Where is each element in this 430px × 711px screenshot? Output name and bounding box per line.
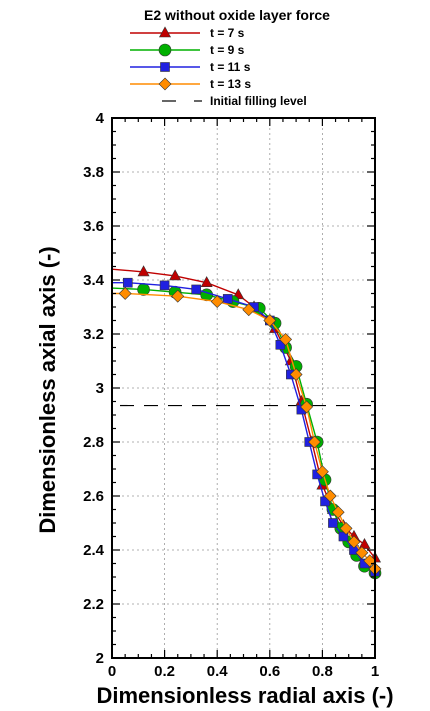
series-3-point-8	[300, 400, 314, 414]
y-tick-label-6: 3.2	[83, 326, 104, 343]
series-3-point-3	[210, 295, 224, 309]
series-2-point-1	[122, 277, 133, 288]
y-tick-label-4: 2.8	[83, 434, 104, 451]
series-3-point-2	[171, 289, 185, 303]
series-3-point-4	[242, 303, 256, 317]
legend-label-0: t = 7 s	[210, 26, 245, 40]
series-3-point-7	[289, 368, 303, 381]
y-axis-label: Dimensionless axial axis (-)	[35, 246, 60, 533]
series-3-point-6	[279, 332, 293, 346]
x-tick-label-2: 0.4	[207, 663, 229, 680]
y-tick-label-8: 3.6	[83, 218, 104, 235]
series-3-point-15	[355, 546, 369, 560]
legend-item-0: t = 7 s	[130, 26, 245, 40]
series-2-point-3	[191, 284, 201, 295]
series-2	[112, 277, 380, 577]
series-3-point-10	[315, 465, 329, 479]
x-tick-label-5: 1	[371, 663, 379, 680]
series-2-point-2	[159, 280, 170, 291]
y-tick-label-10: 4	[96, 110, 105, 127]
series-3-point-11	[323, 489, 337, 503]
series-0-point-1	[137, 265, 150, 277]
legend-label-3: t = 13 s	[210, 77, 251, 91]
y-tick-label-9: 3.8	[83, 164, 104, 181]
legend-swatch-marker-2	[160, 62, 170, 72]
series-layer	[111, 265, 382, 580]
x-tick-label-1: 0.2	[154, 663, 175, 680]
series-3-point-12	[331, 505, 345, 519]
series-3	[112, 287, 382, 576]
tick-labels: 0 0.2 0.4 0.6 0.8 1 2 2.2 2.4 2.6 2.8 3 3.2 3.4 3.6 3.8…	[83, 110, 379, 680]
series-2-point-13	[328, 518, 338, 528]
legend-item-2: t = 11 s	[130, 60, 251, 74]
legend-swatch-marker-0	[158, 26, 172, 38]
y-tick-label-5: 3	[96, 380, 104, 397]
y-tick-label-1: 2.2	[83, 596, 104, 613]
chart-title: E2 without oxide layer force	[144, 7, 330, 23]
y-tick-label-2: 2.4	[83, 542, 105, 559]
x-axis-label: Dimensionless radial axis (-)	[96, 683, 393, 708]
x-tick-label-4: 0.8	[312, 663, 333, 680]
legend-label-4: Initial filling level	[210, 94, 307, 108]
axis-ticks	[111, 117, 376, 659]
series-0-point-3	[200, 276, 213, 288]
y-tick-label-0: 2	[96, 650, 104, 667]
x-tick-label-0: 0	[108, 663, 116, 680]
legend-swatch-marker-1	[158, 43, 172, 57]
legend-item-3: t = 13 s	[130, 77, 251, 91]
legend-item-1: t = 9 s	[130, 43, 245, 57]
legend-label-1: t = 9 s	[210, 43, 245, 57]
legend-swatch-marker-3	[158, 77, 172, 91]
series-0-point-2	[169, 269, 182, 281]
series-3-point-13	[339, 521, 353, 535]
series-3-point-5	[263, 314, 277, 327]
series-0-point-14	[358, 537, 371, 549]
series-3-point-1	[118, 287, 132, 300]
legend-item-4: Initial filling level	[162, 94, 307, 108]
legend-label-2: t = 11 s	[210, 60, 251, 74]
y-tick-label-7: 3.4	[83, 272, 105, 289]
series-3-point-9	[308, 435, 321, 449]
y-tick-label-3: 2.6	[83, 488, 104, 505]
legend: E2 without oxide layer force t = 7 s t = …	[130, 7, 330, 108]
series-2-point-4	[222, 294, 233, 304]
grid	[112, 118, 375, 658]
x-tick-label-3: 0.6	[259, 663, 280, 680]
series-3-point-14	[347, 535, 361, 549]
